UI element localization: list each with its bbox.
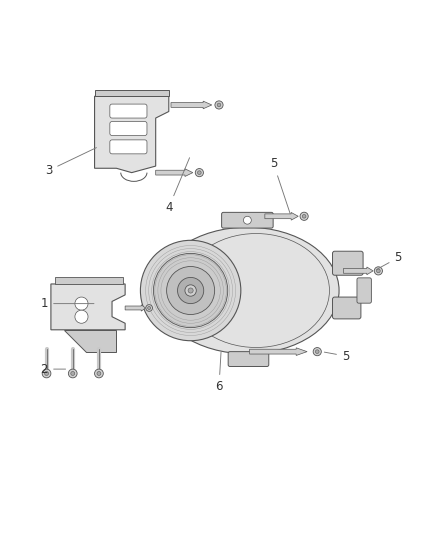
FancyArrow shape bbox=[250, 348, 307, 356]
Circle shape bbox=[97, 372, 101, 375]
Text: 5: 5 bbox=[324, 350, 349, 362]
Circle shape bbox=[215, 101, 223, 109]
FancyBboxPatch shape bbox=[110, 104, 147, 118]
Circle shape bbox=[198, 171, 201, 174]
Circle shape bbox=[166, 266, 215, 314]
Circle shape bbox=[146, 305, 152, 311]
Text: 5: 5 bbox=[270, 157, 290, 214]
Circle shape bbox=[71, 372, 75, 375]
FancyArrow shape bbox=[155, 169, 193, 176]
Circle shape bbox=[300, 212, 308, 220]
Polygon shape bbox=[51, 284, 125, 330]
FancyBboxPatch shape bbox=[357, 278, 371, 303]
FancyBboxPatch shape bbox=[332, 251, 363, 275]
FancyBboxPatch shape bbox=[332, 297, 361, 319]
Circle shape bbox=[302, 214, 306, 218]
Circle shape bbox=[45, 372, 49, 375]
Circle shape bbox=[315, 350, 319, 353]
Circle shape bbox=[217, 103, 221, 107]
Text: 3: 3 bbox=[45, 148, 96, 177]
Circle shape bbox=[42, 369, 51, 378]
Circle shape bbox=[313, 348, 321, 356]
FancyArrow shape bbox=[171, 101, 212, 109]
Polygon shape bbox=[95, 90, 169, 96]
FancyBboxPatch shape bbox=[110, 122, 147, 135]
Circle shape bbox=[68, 369, 77, 378]
Circle shape bbox=[374, 267, 382, 275]
Text: 2: 2 bbox=[41, 362, 66, 376]
Ellipse shape bbox=[155, 227, 339, 354]
Circle shape bbox=[177, 277, 204, 304]
Circle shape bbox=[95, 369, 103, 378]
FancyBboxPatch shape bbox=[110, 140, 147, 154]
Text: 6: 6 bbox=[215, 352, 223, 393]
FancyArrow shape bbox=[125, 305, 145, 311]
Circle shape bbox=[195, 168, 203, 177]
Circle shape bbox=[377, 269, 380, 273]
FancyArrow shape bbox=[343, 267, 373, 274]
Circle shape bbox=[185, 285, 196, 296]
Polygon shape bbox=[55, 277, 123, 284]
Circle shape bbox=[141, 240, 241, 341]
Circle shape bbox=[148, 306, 151, 310]
Circle shape bbox=[188, 288, 193, 293]
FancyBboxPatch shape bbox=[228, 352, 269, 367]
FancyBboxPatch shape bbox=[222, 212, 273, 228]
Circle shape bbox=[153, 253, 228, 328]
Text: 1: 1 bbox=[41, 297, 94, 310]
Circle shape bbox=[75, 297, 88, 310]
Circle shape bbox=[75, 310, 88, 323]
Text: 4: 4 bbox=[165, 158, 190, 214]
FancyArrow shape bbox=[265, 213, 298, 220]
Text: 5: 5 bbox=[376, 251, 402, 270]
Polygon shape bbox=[64, 330, 117, 352]
Circle shape bbox=[244, 216, 251, 224]
Polygon shape bbox=[95, 96, 169, 173]
